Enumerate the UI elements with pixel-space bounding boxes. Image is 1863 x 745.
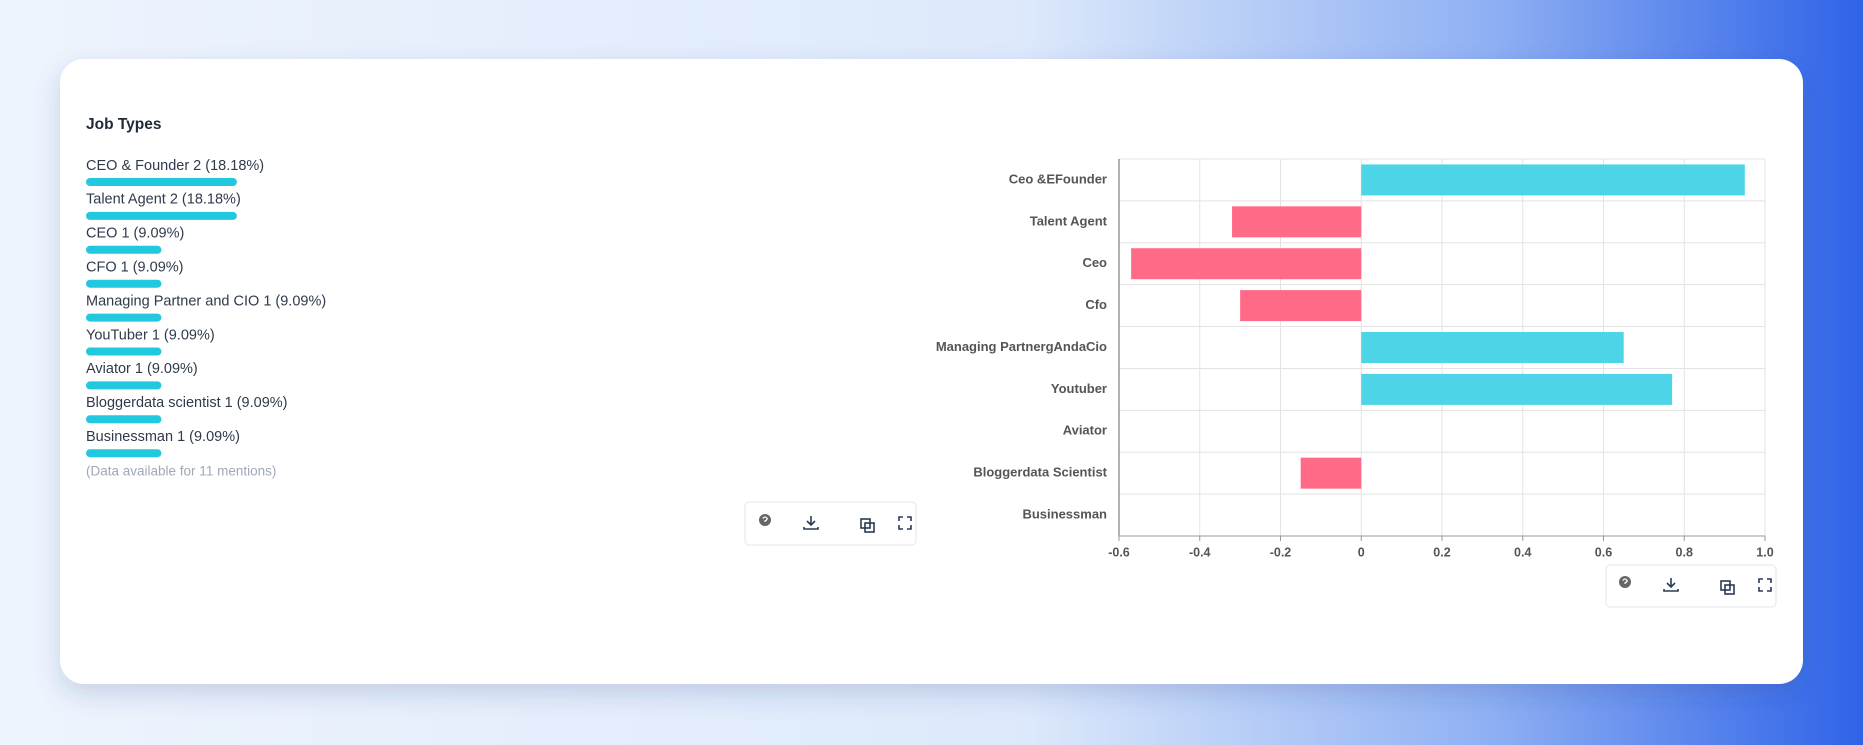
- job-label: YouTuber 1 (9.09%): [86, 327, 215, 343]
- y-tick-label: Youtuber: [1051, 381, 1107, 396]
- x-tick-label: 1.0: [1756, 545, 1773, 559]
- job-bar: [86, 279, 162, 288]
- x-tick-label: 0.8: [1676, 545, 1693, 559]
- bar: [1240, 290, 1362, 322]
- download-button[interactable]: [1663, 578, 1679, 592]
- job-label: CEO & Founder 2 (18.18%): [86, 158, 264, 174]
- job-label: Aviator 1 (9.09%): [86, 361, 198, 377]
- job-bar: [86, 178, 237, 186]
- bar: [1361, 164, 1745, 196]
- y-tick-label: Ceo: [1082, 255, 1107, 270]
- bar: [1300, 457, 1362, 489]
- y-tick-label: Bloggerdata Scientist: [973, 465, 1107, 480]
- x-tick-label: -0.4: [1189, 545, 1211, 559]
- bar-chart: -0.6 -0.4 -0.2 0 0.2 0.4 0.6 0.8 1.0 Ceo &EFounde…: [936, 158, 1774, 559]
- help-button[interactable]: [1619, 576, 1631, 588]
- job-label: CEO 1 (9.09%): [86, 226, 184, 242]
- x-tick-label: 0.4: [1514, 545, 1531, 559]
- job-label: Managing Partner and CIO 1 (9.09%): [86, 293, 326, 309]
- toolbox-frame: [744, 501, 917, 546]
- y-tick-label: Aviator: [1063, 423, 1107, 438]
- job-bar: [86, 313, 162, 322]
- y-tick-label: Managing PartnergAndaCio: [936, 339, 1107, 354]
- x-tick-label: 0.2: [1433, 545, 1450, 559]
- y-tick-label: Talent Agent: [1030, 213, 1108, 228]
- bar: [1361, 373, 1673, 405]
- job-label: CFO 1 (9.09%): [86, 260, 184, 276]
- note: (Data available for 11 mentions): [86, 464, 276, 479]
- fullscreen-button[interactable]: [1758, 578, 1772, 592]
- job-bar: [86, 449, 162, 458]
- job-bar: [86, 347, 162, 356]
- bar: [1232, 206, 1362, 238]
- toolbox-frame: [1605, 564, 1777, 608]
- bar: [1131, 248, 1362, 280]
- x-tick-label: 0.6: [1595, 545, 1612, 559]
- x-tick-label: -0.6: [1108, 545, 1130, 559]
- job-bar: [86, 381, 162, 390]
- card: [60, 59, 1803, 684]
- job-bar: [86, 211, 237, 220]
- job-bar: [86, 245, 162, 254]
- toolbox: [1605, 564, 1777, 608]
- help-button[interactable]: [759, 514, 771, 526]
- panel-title: Job Types: [86, 116, 162, 133]
- job-label: Talent Agent 2 (18.18%): [86, 192, 241, 208]
- toolbox: [744, 501, 917, 546]
- job-list: CEO & Founder 2 (18.18%) Talent Agent 2 (…: [86, 158, 326, 458]
- bar: [1361, 332, 1624, 363]
- download-button[interactable]: [803, 516, 819, 530]
- fullscreen-button[interactable]: [898, 516, 912, 530]
- y-tick-label: Businessman: [1022, 506, 1107, 521]
- x-tick-label: -0.2: [1270, 545, 1292, 559]
- job-bar: [86, 415, 162, 424]
- copy-button[interactable]: [1720, 580, 1735, 595]
- copy-button[interactable]: [860, 518, 875, 533]
- y-tick-label: Cfo: [1085, 297, 1107, 312]
- job-label: Businessman 1 (9.09%): [86, 429, 240, 445]
- y-tick-label: Ceo &EFounder: [1009, 171, 1107, 186]
- x-tick-label: 0: [1358, 545, 1365, 559]
- job-label: Bloggerdata scientist 1 (9.09%): [86, 395, 288, 411]
